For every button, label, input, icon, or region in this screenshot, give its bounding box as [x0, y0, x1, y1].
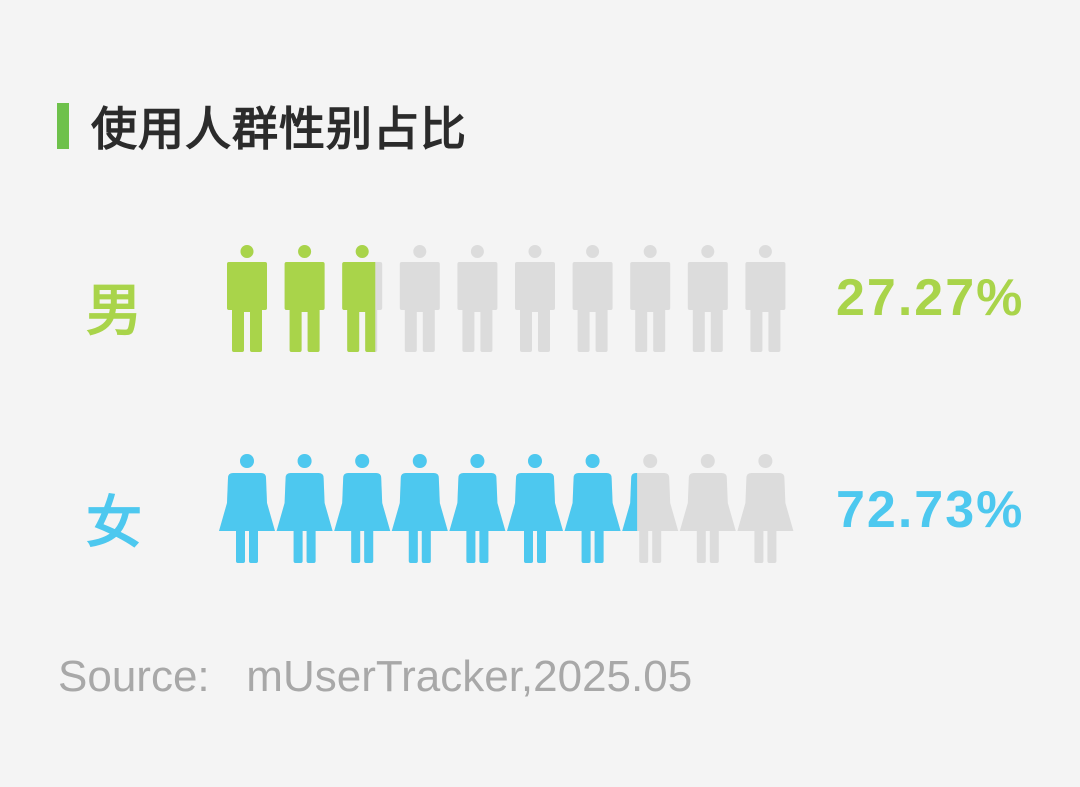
male-row-label: 男 [86, 279, 142, 344]
female-person-icon-active [334, 454, 391, 563]
title-accent-bar [57, 103, 69, 149]
male-person-icon-inactive [515, 245, 555, 352]
female-person-icon-active [276, 454, 333, 563]
female-person-icon-active [449, 454, 506, 563]
female-row-label: 女 [86, 491, 142, 556]
male-percentage: 27.27% [836, 269, 1025, 327]
female-person-icon-active [507, 454, 563, 563]
male-person-icon-inactive [745, 245, 786, 352]
male-person-icon-active [284, 245, 325, 352]
female-person-icon-active [564, 454, 621, 563]
male-person-icon-inactive [687, 245, 728, 352]
male-person-icon-active [227, 245, 267, 352]
female-person-icon-active [219, 454, 275, 563]
male-person-icon-inactive [630, 245, 671, 352]
male-person-icon-inactive [572, 245, 613, 352]
male-person-icon-inactive [399, 245, 440, 352]
chart-title-block: 使用人群性别占比 [57, 96, 467, 156]
female-person-icon-inactive [679, 454, 736, 563]
chart-title: 使用人群性别占比 [91, 102, 467, 156]
source-note: Source: mUserTracker,2025.05 [58, 652, 693, 701]
female-percentage: 72.73% [836, 481, 1025, 539]
female-person-icon-active [391, 454, 448, 563]
female-person-icon-inactive [737, 454, 794, 563]
male-person-icon-inactive [457, 245, 498, 352]
